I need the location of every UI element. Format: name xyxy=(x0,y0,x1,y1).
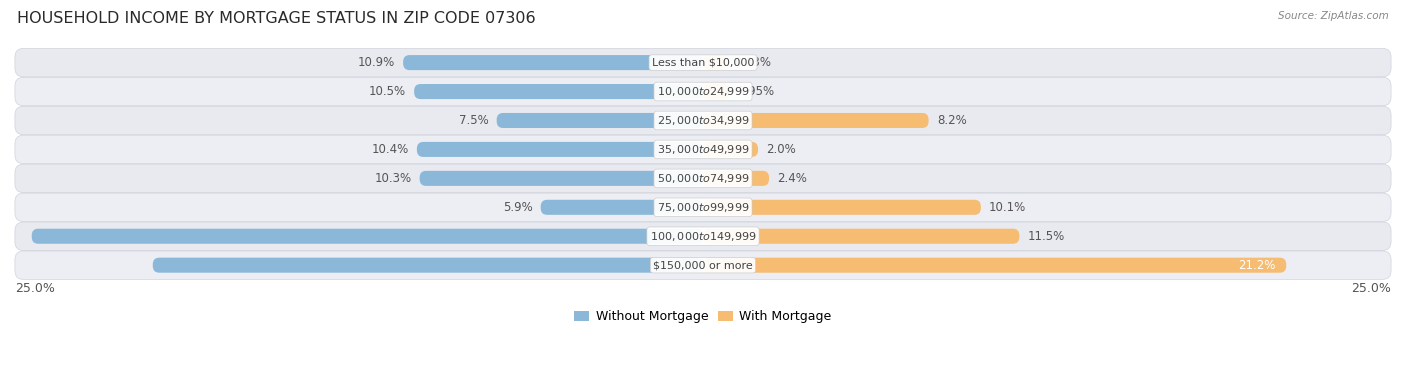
FancyBboxPatch shape xyxy=(541,200,703,215)
Text: $35,000 to $49,999: $35,000 to $49,999 xyxy=(657,143,749,156)
FancyBboxPatch shape xyxy=(703,113,928,128)
Text: 2.4%: 2.4% xyxy=(778,172,807,185)
Text: $25,000 to $34,999: $25,000 to $34,999 xyxy=(657,114,749,127)
FancyBboxPatch shape xyxy=(703,229,1019,244)
FancyBboxPatch shape xyxy=(15,135,1391,164)
FancyBboxPatch shape xyxy=(419,171,703,186)
Legend: Without Mortgage, With Mortgage: Without Mortgage, With Mortgage xyxy=(569,305,837,328)
FancyBboxPatch shape xyxy=(15,164,1391,192)
FancyBboxPatch shape xyxy=(15,106,1391,135)
Text: $50,000 to $74,999: $50,000 to $74,999 xyxy=(657,172,749,185)
Text: 24.4%: 24.4% xyxy=(692,230,730,243)
FancyBboxPatch shape xyxy=(404,55,703,70)
Text: 25.0%: 25.0% xyxy=(1351,282,1391,295)
Text: $150,000 or more: $150,000 or more xyxy=(654,260,752,270)
FancyBboxPatch shape xyxy=(15,193,1391,222)
Text: Less than $10,000: Less than $10,000 xyxy=(652,57,754,68)
FancyBboxPatch shape xyxy=(703,84,730,99)
FancyBboxPatch shape xyxy=(703,200,981,215)
Text: HOUSEHOLD INCOME BY MORTGAGE STATUS IN ZIP CODE 07306: HOUSEHOLD INCOME BY MORTGAGE STATUS IN Z… xyxy=(17,11,536,26)
FancyBboxPatch shape xyxy=(415,84,703,99)
FancyBboxPatch shape xyxy=(15,222,1391,250)
Text: 7.5%: 7.5% xyxy=(458,114,488,127)
FancyBboxPatch shape xyxy=(703,55,725,70)
Text: 10.3%: 10.3% xyxy=(374,172,412,185)
Text: 21.2%: 21.2% xyxy=(1237,259,1275,272)
Text: 10.4%: 10.4% xyxy=(371,143,409,156)
FancyBboxPatch shape xyxy=(15,48,1391,77)
FancyBboxPatch shape xyxy=(703,171,769,186)
FancyBboxPatch shape xyxy=(15,251,1391,279)
Text: $10,000 to $24,999: $10,000 to $24,999 xyxy=(657,85,749,98)
Text: 5.9%: 5.9% xyxy=(503,201,533,214)
Text: 10.5%: 10.5% xyxy=(368,85,406,98)
Text: 20.0%: 20.0% xyxy=(692,259,730,272)
Text: $75,000 to $99,999: $75,000 to $99,999 xyxy=(657,201,749,214)
FancyBboxPatch shape xyxy=(153,258,703,273)
Text: 10.1%: 10.1% xyxy=(988,201,1026,214)
FancyBboxPatch shape xyxy=(496,113,703,128)
Text: 11.5%: 11.5% xyxy=(1028,230,1064,243)
Text: 2.0%: 2.0% xyxy=(766,143,796,156)
Text: 25.0%: 25.0% xyxy=(15,282,55,295)
FancyBboxPatch shape xyxy=(418,142,703,157)
FancyBboxPatch shape xyxy=(32,229,703,244)
Text: 10.9%: 10.9% xyxy=(357,56,395,69)
Text: Source: ZipAtlas.com: Source: ZipAtlas.com xyxy=(1278,11,1389,21)
FancyBboxPatch shape xyxy=(703,258,1286,273)
FancyBboxPatch shape xyxy=(703,142,758,157)
Text: $100,000 to $149,999: $100,000 to $149,999 xyxy=(650,230,756,243)
Text: 0.83%: 0.83% xyxy=(734,56,770,69)
Text: 0.95%: 0.95% xyxy=(737,85,775,98)
FancyBboxPatch shape xyxy=(15,77,1391,106)
Text: 8.2%: 8.2% xyxy=(936,114,966,127)
